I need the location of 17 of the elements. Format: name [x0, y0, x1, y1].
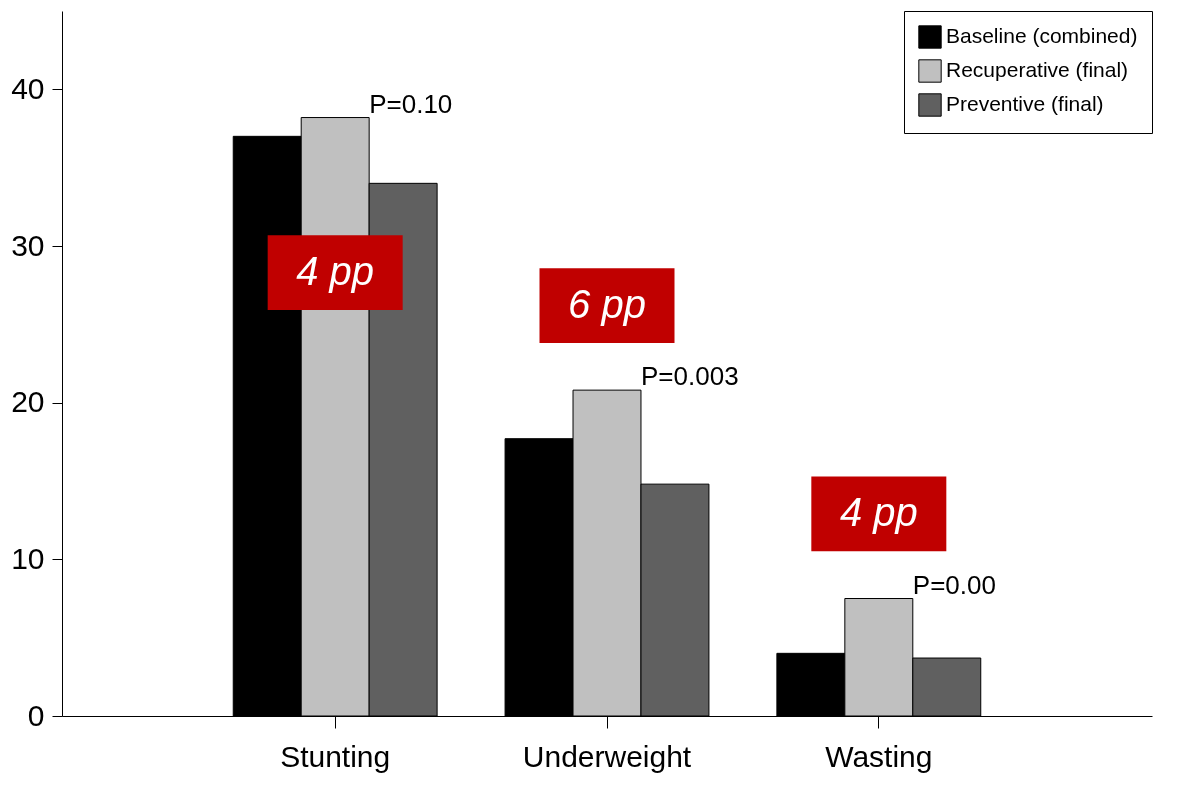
y-tick-label: 30 — [11, 228, 45, 262]
y-tick-label: 10 — [11, 541, 45, 575]
y-tick-label: 0 — [27, 698, 45, 732]
annotation: 4 pp — [296, 248, 375, 293]
legend-label: Preventive (final) — [946, 92, 1104, 115]
x-tick-label: Wasting — [825, 739, 933, 773]
y-tick-label: 40 — [11, 71, 45, 105]
annotation: 6 pp — [568, 281, 646, 326]
x-tick-label: Stunting — [280, 739, 391, 773]
legend-label: Recuperative (final) — [946, 58, 1129, 81]
y-tick-label: 20 — [11, 385, 45, 419]
x-tick-label: Underweight — [522, 739, 692, 773]
legend-label: Baseline (combined) — [946, 24, 1138, 47]
annotation: 4 pp — [839, 489, 918, 534]
annotation: P=0.003 — [641, 361, 739, 392]
annotation: P=0.00 — [912, 569, 996, 600]
annotation: P=0.10 — [369, 88, 453, 119]
